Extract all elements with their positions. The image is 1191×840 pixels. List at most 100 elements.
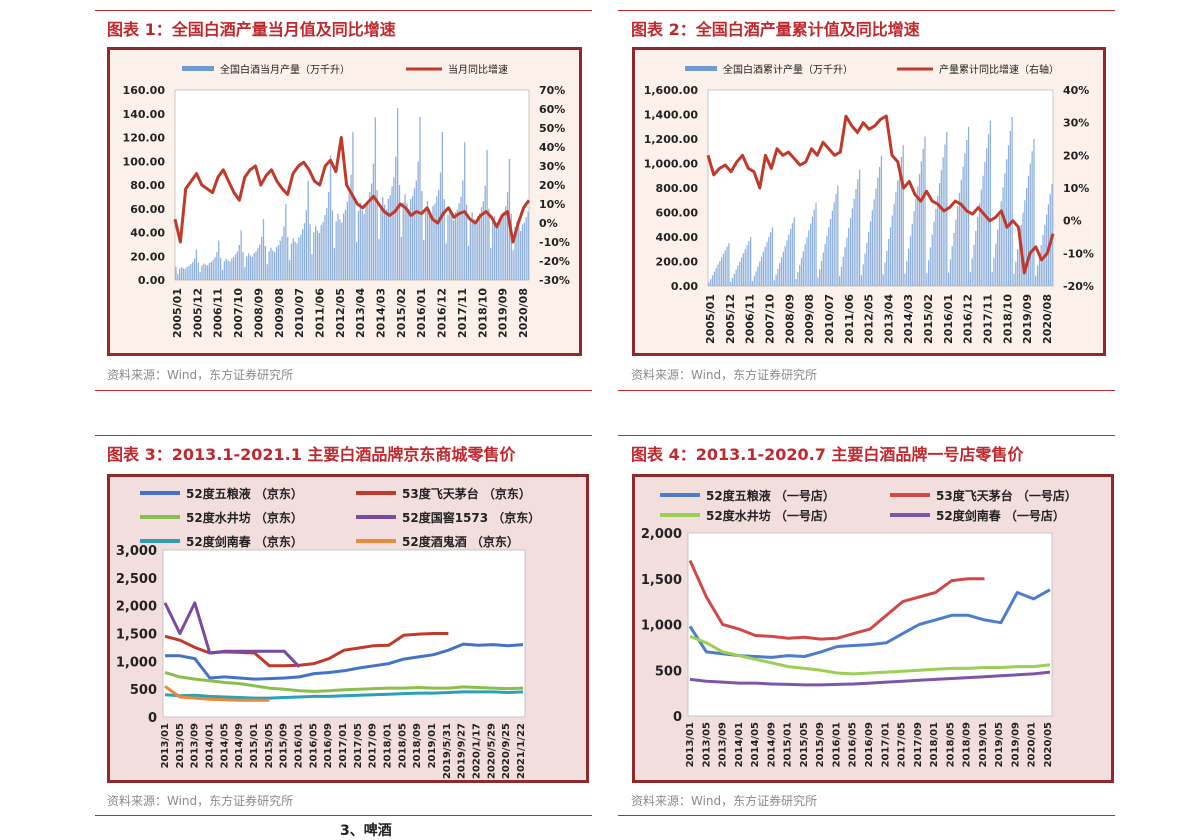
bar [837,185,839,286]
bar [385,209,388,280]
bar [711,275,714,286]
bar [937,195,939,286]
bar [784,245,786,286]
bar [383,204,386,280]
bar [853,198,855,286]
bar [942,157,944,286]
bar [955,219,957,286]
bar [443,199,445,280]
bar [255,251,257,280]
bar [751,281,754,286]
bar [490,247,492,280]
y-axis-tick: 2,000 [641,527,682,542]
right-axis-tick: 30% [539,160,565,173]
bar [719,260,721,286]
bar [339,219,341,280]
bar [495,222,498,280]
bar [949,259,952,286]
bar [924,136,926,286]
x-axis-tick: 2020/1/17 [472,723,483,779]
right-axis-tick: 20% [1063,149,1089,162]
bar [766,241,768,286]
bar [365,204,367,280]
bar [724,250,726,286]
bar [846,237,848,286]
bottom-rule-4 [618,815,1115,816]
x-axis-tick: 2013/04 [354,288,367,338]
bar [283,226,285,280]
bar [996,229,999,286]
bar [214,257,216,280]
bar [984,161,986,286]
x-axis-tick: 2016/09 [323,723,334,768]
bar [715,268,717,286]
x-axis-tick: 2018/01 [383,723,394,768]
bar [413,188,416,280]
bar [909,236,912,286]
x-axis-tick: 2017/09 [913,722,924,767]
bar [860,275,863,286]
bar [971,258,973,286]
bar [1031,151,1033,286]
x-axis-tick: 2019/09 [1010,722,1021,767]
bar [1024,200,1026,286]
bar [369,192,371,280]
bar [428,209,430,280]
bar [363,214,365,280]
bar [469,218,471,280]
left-axis-tick: 120.00 [123,132,166,145]
bar [352,131,354,280]
bar [1038,255,1041,286]
right-axis-tick: 40% [1063,84,1089,97]
bar [842,256,844,286]
left-axis-tick: 400.00 [656,231,699,244]
legend-label: 52度水井坊 （京东） [186,510,303,525]
bar [866,242,868,286]
bar [294,241,296,280]
right-axis-tick: -30% [539,274,570,287]
bar [969,272,972,286]
bottom-rule-2 [618,390,1115,391]
bar [779,263,781,286]
x-axis-tick: 2020/05 [1043,722,1054,767]
bar [1040,245,1042,286]
right-axis-tick: -10% [1063,247,1094,260]
x-axis-tick: 2019/9/27 [457,723,468,779]
bar [262,219,265,280]
x-axis-tick: 2007/10 [763,294,776,344]
bar [849,218,852,286]
bar [465,204,468,280]
bar [206,265,209,280]
bar [246,256,248,280]
chart-title-4: 图表 4：2013.1-2020.7 主要白酒品牌一号店零售价 [631,445,1024,464]
bar [880,156,883,286]
x-axis-tick: 2019/09 [1021,294,1034,344]
bar [960,179,962,286]
x-axis-tick: 2010/07 [823,294,836,344]
x-axis-tick: 2014/03 [375,288,388,338]
right-axis-tick: 10% [539,198,565,211]
bar [223,261,226,280]
bar [272,250,274,280]
bar [449,207,451,280]
bar [436,196,438,280]
x-axis-tick: 2015/05 [799,722,810,767]
bar [786,240,788,286]
y-axis-tick: 0 [673,710,682,725]
chart-4: 0 500 1,000 1,500 2,000 52度五粮液 （一号店） 53度飞天茅台 （… [641,488,1077,767]
x-axis-tick: 2018/01 [929,722,940,767]
x-axis-tick: 2016/12 [962,294,975,344]
bar [441,131,444,280]
bar [768,237,770,286]
bar [1027,175,1030,286]
bar [419,116,421,281]
left-axis-tick: 0.00 [138,274,165,287]
bar [851,208,853,286]
legend-label: 52度国窖1573 （京东） [402,510,540,525]
bar [877,177,879,286]
x-axis-tick: 2020/08 [1041,294,1054,344]
bar [917,186,919,286]
bar [926,273,928,286]
bar [510,213,512,280]
bar [249,255,252,280]
